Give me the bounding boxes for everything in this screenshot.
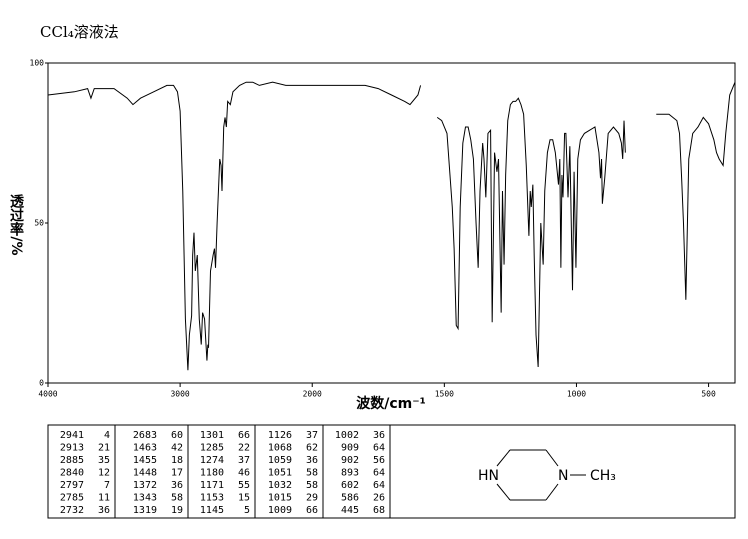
peak-transmittance: 15 xyxy=(238,493,250,504)
peak-transmittance: 46 xyxy=(238,468,250,479)
x-tick-label: 1500 xyxy=(435,390,454,399)
atom-label: HN xyxy=(478,468,499,484)
peak-wavenumber: 1068 xyxy=(268,443,292,454)
peak-transmittance: 36 xyxy=(98,505,110,516)
peak-transmittance: 11 xyxy=(98,493,110,504)
peak-transmittance: 36 xyxy=(373,430,385,441)
peak-transmittance: 64 xyxy=(373,480,385,491)
peak-wavenumber: 1015 xyxy=(268,493,292,504)
peak-wavenumber: 1126 xyxy=(268,430,292,441)
bond xyxy=(545,483,559,501)
peak-wavenumber: 1319 xyxy=(133,505,157,516)
peak-wavenumber: 602 xyxy=(341,480,359,491)
peak-transmittance: 12 xyxy=(98,468,110,479)
peak-transmittance: 37 xyxy=(306,430,318,441)
peak-transmittance: 37 xyxy=(238,455,250,466)
peak-wavenumber: 1448 xyxy=(133,468,157,479)
peak-wavenumber: 1009 xyxy=(268,505,292,516)
peak-transmittance: 36 xyxy=(306,455,318,466)
peak-transmittance: 66 xyxy=(238,430,250,441)
peak-transmittance: 36 xyxy=(171,480,183,491)
peak-wavenumber: 1059 xyxy=(268,455,292,466)
peak-transmittance: 19 xyxy=(171,505,183,516)
peak-transmittance: 42 xyxy=(171,443,183,454)
structure xyxy=(496,449,586,501)
peak-wavenumber: 2785 xyxy=(60,493,84,504)
peak-wavenumber: 902 xyxy=(341,455,359,466)
peak-transmittance: 56 xyxy=(373,455,385,466)
peak-wavenumber: 1274 xyxy=(200,455,224,466)
peak-transmittance: 17 xyxy=(171,468,183,479)
peak-wavenumber: 893 xyxy=(341,468,359,479)
peak-wavenumber: 1002 xyxy=(335,430,359,441)
peak-wavenumber: 445 xyxy=(341,505,359,516)
atom-label: N xyxy=(558,468,568,484)
peak-transmittance: 29 xyxy=(306,493,318,504)
peak-transmittance: 5 xyxy=(244,505,250,516)
plot-frame xyxy=(47,62,736,384)
x-tick-label: 1000 xyxy=(567,390,586,399)
peak-wavenumber: 2913 xyxy=(60,443,84,454)
peak-transmittance: 18 xyxy=(171,455,183,466)
peak-wavenumber: 1032 xyxy=(268,480,292,491)
bond xyxy=(545,449,559,467)
peak-transmittance: 26 xyxy=(373,493,385,504)
y-axis-label: 透过率/% xyxy=(8,194,24,255)
peak-wavenumber: 1463 xyxy=(133,443,157,454)
peak-wavenumber: 1145 xyxy=(200,505,224,516)
peak-wavenumber: 1153 xyxy=(200,493,224,504)
peak-wavenumber: 1051 xyxy=(268,468,292,479)
peak-wavenumber: 2941 xyxy=(60,430,84,441)
peak-wavenumber: 1285 xyxy=(200,443,224,454)
peak-wavenumber: 586 xyxy=(341,493,359,504)
peak-transmittance: 58 xyxy=(171,493,183,504)
x-axis-label: 波数/cm⁻¹ xyxy=(356,395,426,412)
peak-transmittance: 58 xyxy=(306,480,318,491)
peak-wavenumber: 1343 xyxy=(133,493,157,504)
peak-transmittance: 7 xyxy=(104,480,110,491)
peak-wavenumber: 2683 xyxy=(133,430,157,441)
y-tick-label: 50 xyxy=(34,219,44,228)
bond xyxy=(496,449,511,467)
peak-transmittance: 68 xyxy=(373,505,385,516)
peak-transmittance: 4 xyxy=(104,430,110,441)
peak-wavenumber: 2840 xyxy=(60,468,84,479)
bond xyxy=(496,483,511,501)
peak-transmittance: 66 xyxy=(306,505,318,516)
peak-wavenumber: 2732 xyxy=(60,505,84,516)
peak-transmittance: 55 xyxy=(238,480,250,491)
peak-wavenumber: 1180 xyxy=(200,468,224,479)
x-tick-label: 2000 xyxy=(303,390,322,399)
peak-table-frame xyxy=(47,424,736,519)
atom-label: CH₃ xyxy=(590,468,616,484)
peak-transmittance: 64 xyxy=(373,468,385,479)
x-tick-label: 3000 xyxy=(170,390,189,399)
peak-transmittance: 64 xyxy=(373,443,385,454)
peak-transmittance: 60 xyxy=(171,430,183,441)
peak-transmittance: 22 xyxy=(238,443,250,454)
peak-transmittance: 62 xyxy=(306,443,318,454)
spectrum-line xyxy=(47,81,736,371)
peak-transmittance: 58 xyxy=(306,468,318,479)
peak-wavenumber: 1372 xyxy=(133,480,157,491)
peak-transmittance: 35 xyxy=(98,455,110,466)
peak-wavenumber: 2885 xyxy=(60,455,84,466)
y-tick-label: 0 xyxy=(39,379,44,388)
peak-wavenumber: 2797 xyxy=(60,480,84,491)
peak-wavenumber: 1171 xyxy=(200,480,224,491)
chart-title: CCl₄溶液法 xyxy=(40,23,119,41)
x-tick-label: 4000 xyxy=(38,390,57,399)
peak-wavenumber: 1455 xyxy=(133,455,157,466)
x-tick-label: 500 xyxy=(701,390,716,399)
peak-transmittance: 21 xyxy=(98,443,110,454)
y-tick-label: 100 xyxy=(30,59,45,68)
peak-wavenumber: 909 xyxy=(341,443,359,454)
peak-wavenumber: 1301 xyxy=(200,430,224,441)
